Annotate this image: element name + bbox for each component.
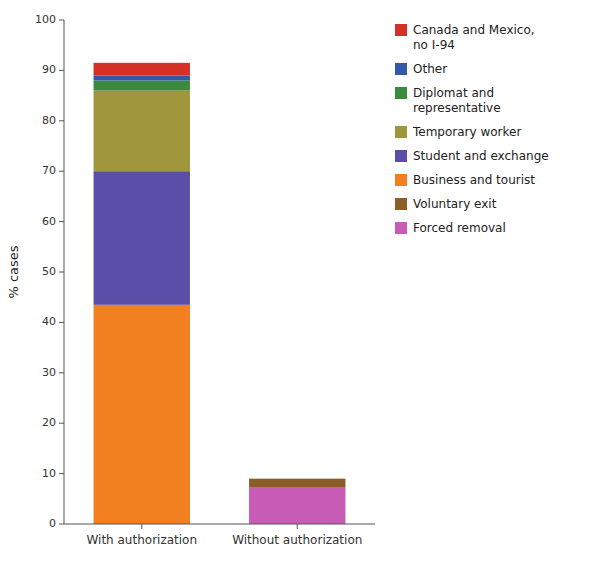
bar-segment [94,80,190,90]
text-line: Voluntary exit [413,197,497,211]
legend-label: Other [413,62,447,76]
y-axis-line [64,20,65,524]
y-tick-label: 60 [42,215,56,228]
chart-container: 0 10 20 30 40 50 60 70 80 90 100 % cases With author… [0,0,600,572]
y-tick [59,524,64,525]
x-tick-label: With authorization [86,533,197,547]
legend-swatch [395,222,407,234]
legend-label: Diplomat andrepresentative [413,86,501,115]
y-tick [59,473,64,474]
bar-segment [94,75,190,80]
legend-label: Canada and Mexico,no I-94 [413,23,535,52]
y-tick-label: 90 [42,63,56,76]
bars [94,63,346,524]
y-tick-label: 50 [42,265,56,278]
bar-segment [94,305,190,524]
legend-label: Business and tourist [413,173,535,187]
legend-swatch [395,198,407,210]
x-axis: With authorization Without authorization [64,524,375,547]
y-tick [59,423,64,424]
x-tick [141,524,142,529]
legend: Canada and Mexico,no I-94 Other Diplomat a… [395,23,549,235]
y-tick [59,70,64,71]
y-axis: 0 10 20 30 40 50 60 70 80 90 100 [35,13,64,530]
y-tick [59,272,64,273]
y-tick-label: 30 [42,366,56,379]
y-tick-label: 0 [49,517,56,530]
y-tick-label: 70 [42,164,56,177]
y-tick [59,372,64,373]
legend-swatch [395,87,407,99]
text-line: Business and tourist [413,173,535,187]
y-axis-label: % cases [6,245,21,298]
legend-swatch [395,63,407,75]
text-line: no I-94 [413,38,455,52]
bar-segment [94,171,190,305]
bar-segment [94,62,190,63]
y-tick-label: 80 [42,114,56,127]
text-line: Diplomat and [413,86,494,100]
text-line: Temporary worker [412,125,521,139]
legend-swatch [395,150,407,162]
bar-segment [94,63,190,76]
legend-label: Student and exchange [413,149,549,163]
y-tick-label: 100 [35,13,56,26]
y-tick [59,221,64,222]
y-tick [59,322,64,323]
y-tick [59,171,64,172]
text-line: Other [413,62,447,76]
x-axis-line [64,524,375,525]
x-tick [297,524,298,529]
y-tick-label: 20 [42,416,56,429]
y-tick-label: 40 [42,315,56,328]
text-line: Student and exchange [413,149,549,163]
bar-segment [249,488,345,524]
legend-swatch [395,174,407,186]
bar-segment [249,479,345,488]
legend-label: Voluntary exit [413,197,497,211]
chart-svg: 0 10 20 30 40 50 60 70 80 90 100 % cases With author… [0,0,600,572]
legend-label: Forced removal [413,221,506,235]
text-line: Forced removal [413,221,506,235]
y-tick [59,120,64,121]
bar-segment [94,62,190,63]
y-tick-label: 10 [42,467,56,480]
y-tick [59,20,64,21]
legend-swatch [395,126,407,138]
bar-segment [94,91,190,172]
legend-label: Temporary worker [412,125,521,139]
text-line: representative [413,101,501,115]
x-tick-label: Without authorization [232,533,362,547]
text-line: Canada and Mexico, [413,23,535,37]
legend-swatch [395,24,407,36]
